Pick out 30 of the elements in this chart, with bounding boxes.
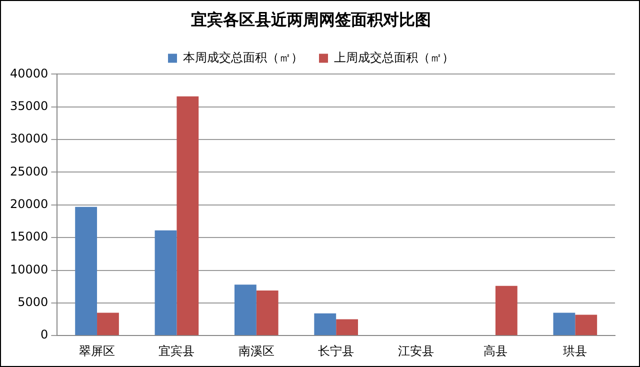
y-tick-label: 10000 [10, 262, 48, 276]
y-tick-label: 20000 [10, 197, 48, 212]
bar [553, 312, 576, 336]
bar [314, 313, 336, 336]
bar [234, 284, 256, 336]
y-tick-label: 25000 [10, 164, 48, 178]
y-tick-label: 15000 [10, 230, 48, 244]
x-tick-label: 南溪区 [238, 344, 274, 358]
chart-title: 宜宾各区县近两周网签面积对比图 [191, 10, 431, 29]
y-tick-label: 30000 [10, 132, 48, 146]
x-tick-label: 翠屏区 [79, 344, 116, 358]
bar [256, 290, 278, 336]
y-tick-label: 0 [40, 328, 48, 342]
bar [336, 319, 358, 336]
y-tick-label: 5000 [18, 295, 48, 310]
bar [154, 230, 177, 336]
bar [495, 286, 518, 336]
bar [97, 312, 119, 336]
x-tick-label: 长宁县 [318, 344, 354, 358]
y-tick-label: 40000 [10, 66, 48, 80]
legend-label: 上周成交总面积（㎡） [334, 50, 454, 64]
x-tick-label: 高县 [483, 344, 508, 358]
bar [176, 96, 199, 336]
y-tick-label: 35000 [10, 99, 48, 113]
x-tick-label: 宜宾县 [158, 344, 195, 358]
legend-label: 本周成交总面积（㎡） [183, 50, 303, 64]
bar [75, 206, 98, 336]
x-tick-label: 珙县 [563, 344, 588, 358]
bar [575, 314, 598, 336]
x-tick-label: 江安县 [398, 344, 434, 358]
